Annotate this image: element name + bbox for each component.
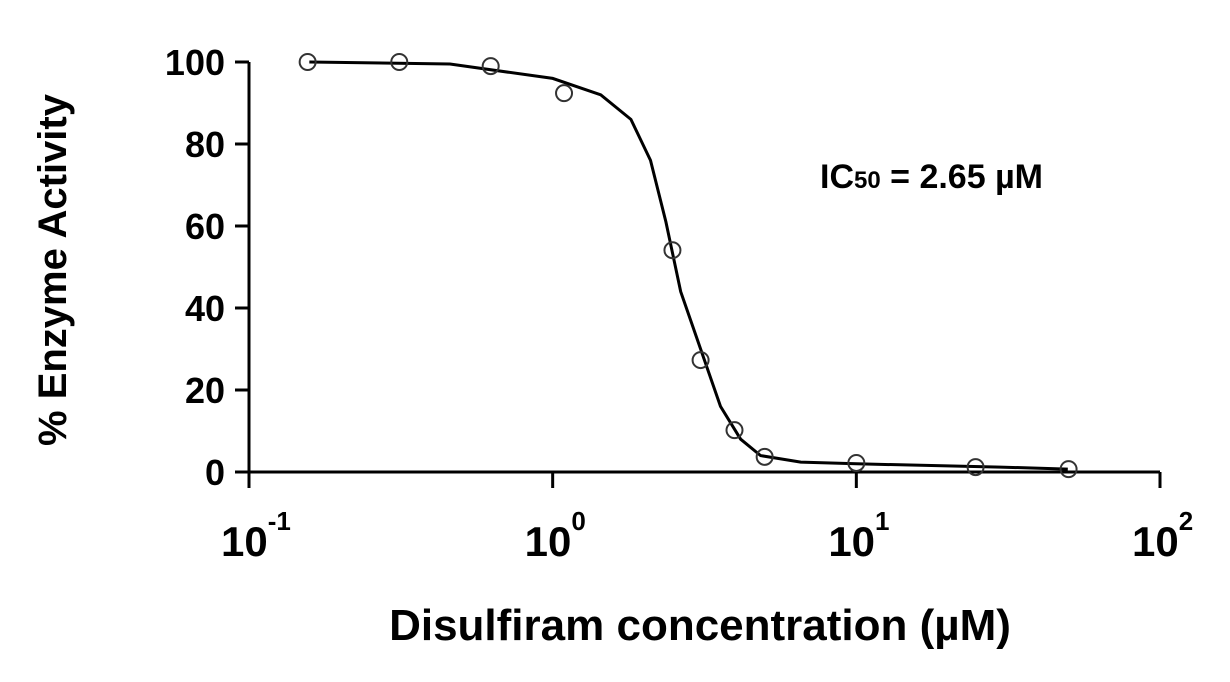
annotation-prefix: IC <box>820 158 854 196</box>
data-point <box>725 421 744 440</box>
y-axis-title: % Enzyme Activity <box>31 93 75 446</box>
data-point <box>966 458 985 477</box>
annotation: IC50 = 2.65 µM <box>820 158 1043 196</box>
data-point <box>691 351 710 370</box>
data-point <box>555 84 574 103</box>
annotation-subscript: 50 <box>854 167 881 194</box>
x-tick-label: 10-1 <box>221 506 291 565</box>
x-axis-title: Disulfiram concentration (µM) <box>389 601 1011 650</box>
x-tick-exponent: 0 <box>571 506 585 536</box>
y-tick-label: 0 <box>205 452 225 493</box>
x-tick-exponent: 1 <box>875 506 889 536</box>
x-tick-label: 100 <box>525 506 586 565</box>
y-tick-label: 80 <box>185 124 225 165</box>
x-tick-base: 10 <box>828 518 875 565</box>
x-tick-exponent: 2 <box>1179 506 1193 536</box>
data-point <box>481 57 500 76</box>
x-tick-exponent: -1 <box>268 506 291 536</box>
x-tick-base: 10 <box>525 518 572 565</box>
x-tick-base: 10 <box>1132 518 1179 565</box>
data-point <box>847 453 866 472</box>
data-point <box>390 53 409 71</box>
x-tick-label: 102 <box>1132 506 1193 565</box>
annotation-suffix: = 2.65 µM <box>881 158 1043 196</box>
y-tick-label: 60 <box>185 206 225 247</box>
x-tick-label: 101 <box>828 506 889 565</box>
data-point <box>663 241 682 260</box>
fit-curve <box>309 60 1068 471</box>
x-tick-base: 10 <box>221 518 268 565</box>
y-tick-label: 40 <box>185 288 225 329</box>
data-point <box>755 447 774 466</box>
y-tick-label: 100 <box>165 42 225 83</box>
data-point <box>1059 460 1078 479</box>
data-point <box>298 53 317 71</box>
y-tick-label: 20 <box>185 370 225 411</box>
